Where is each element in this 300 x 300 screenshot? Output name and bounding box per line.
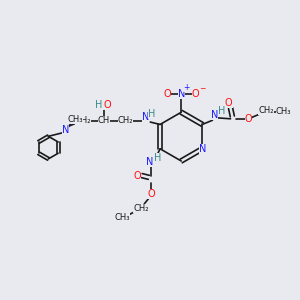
Text: O: O xyxy=(192,89,199,99)
Text: O: O xyxy=(225,98,232,108)
Text: −: − xyxy=(199,84,205,93)
Text: O: O xyxy=(147,189,155,199)
Text: O: O xyxy=(163,89,171,99)
Text: CH₂: CH₂ xyxy=(118,116,134,125)
Text: N: N xyxy=(178,89,185,99)
Text: CH₂: CH₂ xyxy=(75,116,91,125)
Text: H: H xyxy=(218,106,225,116)
Text: O: O xyxy=(133,171,141,181)
Text: +: + xyxy=(183,83,190,92)
Text: CH₂: CH₂ xyxy=(133,204,148,213)
Text: N: N xyxy=(62,125,69,135)
Text: CH₃: CH₃ xyxy=(115,213,130,222)
Text: CH₂: CH₂ xyxy=(259,106,274,115)
Text: N: N xyxy=(142,112,149,122)
Text: H: H xyxy=(94,100,102,110)
Text: CH₃: CH₃ xyxy=(276,107,291,116)
Text: O: O xyxy=(244,114,252,124)
Text: CH: CH xyxy=(98,116,110,125)
Text: H: H xyxy=(154,153,161,163)
Text: CH₃: CH₃ xyxy=(67,115,83,124)
Text: N: N xyxy=(199,144,206,154)
Text: N: N xyxy=(146,158,153,167)
Text: O: O xyxy=(103,100,111,110)
Text: N: N xyxy=(211,110,218,120)
Text: H: H xyxy=(148,109,155,119)
